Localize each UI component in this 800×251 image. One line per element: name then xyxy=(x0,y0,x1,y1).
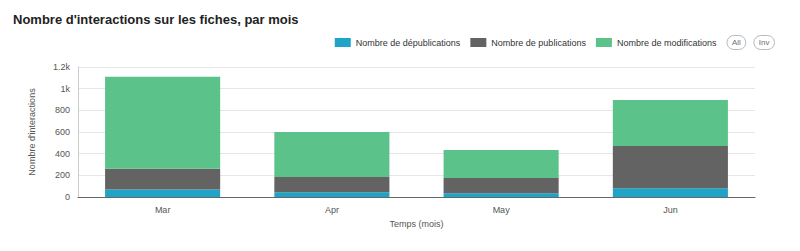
svg-text:All: All xyxy=(732,38,741,47)
svg-text:200: 200 xyxy=(55,170,70,180)
svg-text:Nombre de modifications: Nombre de modifications xyxy=(617,38,717,48)
svg-text:1.2k: 1.2k xyxy=(53,62,71,72)
svg-text:400: 400 xyxy=(55,149,70,159)
svg-text:Inv: Inv xyxy=(759,38,770,47)
svg-text:Nombre d'interactions: Nombre d'interactions xyxy=(27,88,37,176)
svg-text:600: 600 xyxy=(55,127,70,137)
svg-text:Nombre de dépublications: Nombre de dépublications xyxy=(356,38,461,48)
svg-text:Temps (mois): Temps (mois) xyxy=(389,219,443,229)
svg-text:Jun: Jun xyxy=(663,205,678,215)
svg-text:800: 800 xyxy=(55,105,70,115)
svg-text:Apr: Apr xyxy=(325,205,339,215)
svg-text:Nombre d'interactions sur les: Nombre d'interactions sur les fiches, pa… xyxy=(13,12,299,27)
svg-text:1k: 1k xyxy=(60,84,70,94)
svg-text:0: 0 xyxy=(65,192,70,202)
svg-text:Mar: Mar xyxy=(155,205,171,215)
svg-text:Nombre de publications: Nombre de publications xyxy=(491,38,586,48)
svg-text:May: May xyxy=(493,205,511,215)
